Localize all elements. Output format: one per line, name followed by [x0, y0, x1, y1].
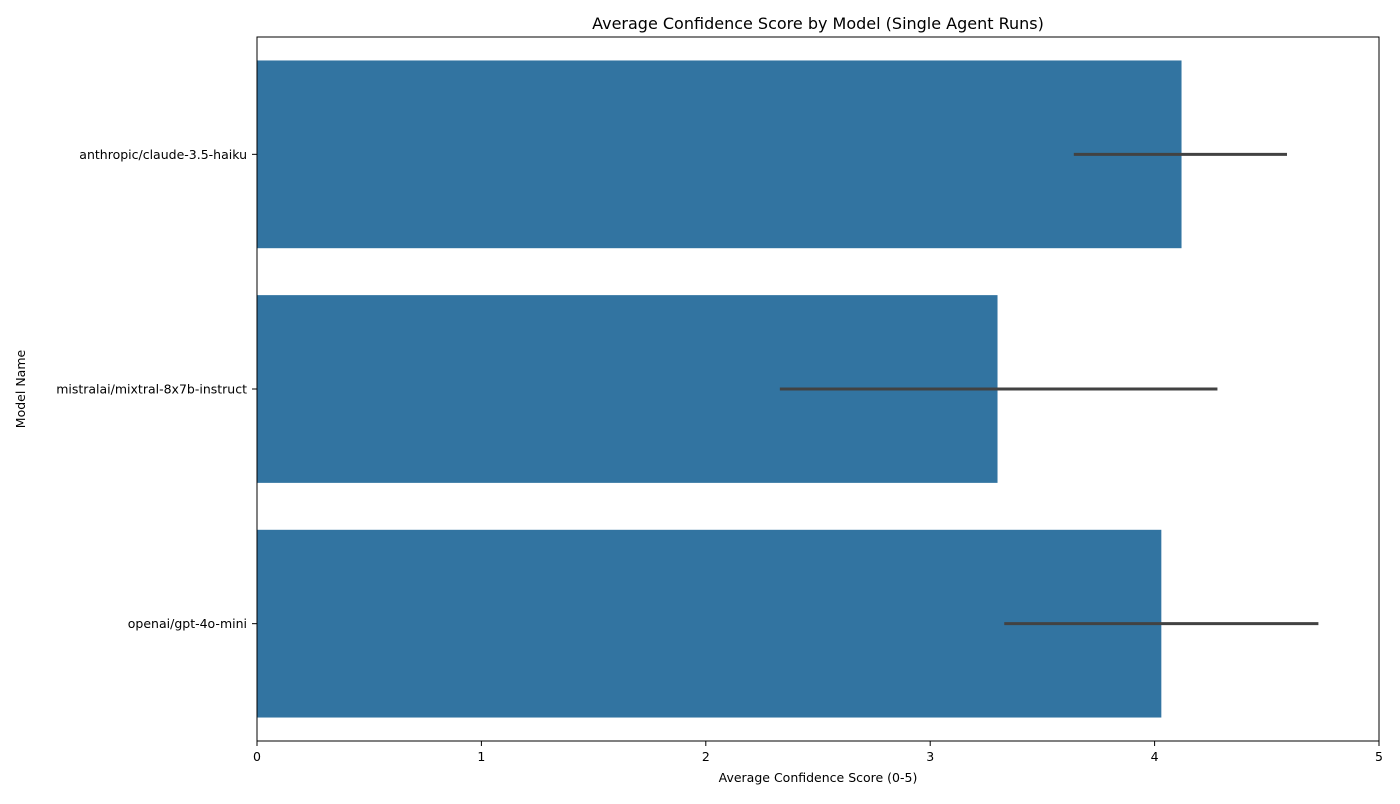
- y-tick-label-1: mistralai/mixtral-8x7b-instruct: [56, 382, 247, 397]
- y-axis-ticks: anthropic/claude-3.5-haiku mistralai/mixt…: [56, 147, 257, 631]
- chart-title: Average Confidence Score by Model (Singl…: [592, 14, 1044, 33]
- x-tick-label-5: 5: [1375, 749, 1383, 764]
- error-bars-layer: [779, 152, 1319, 626]
- x-axis-ticks: 0 1 2 3 4 5: [253, 741, 1383, 764]
- x-tick-label-1: 1: [477, 749, 485, 764]
- bar-0: [257, 60, 1182, 249]
- x-axis-label: Average Confidence Score (0-5): [719, 770, 918, 785]
- x-tick-label-4: 4: [1151, 749, 1159, 764]
- y-axis-label: Model Name: [13, 350, 28, 429]
- y-tick-label-2: openai/gpt-4o-mini: [128, 616, 247, 631]
- x-tick-label-2: 2: [702, 749, 710, 764]
- x-tick-label-0: 0: [253, 749, 261, 764]
- y-tick-label-0: anthropic/claude-3.5-haiku: [79, 147, 247, 162]
- x-tick-label-3: 3: [926, 749, 934, 764]
